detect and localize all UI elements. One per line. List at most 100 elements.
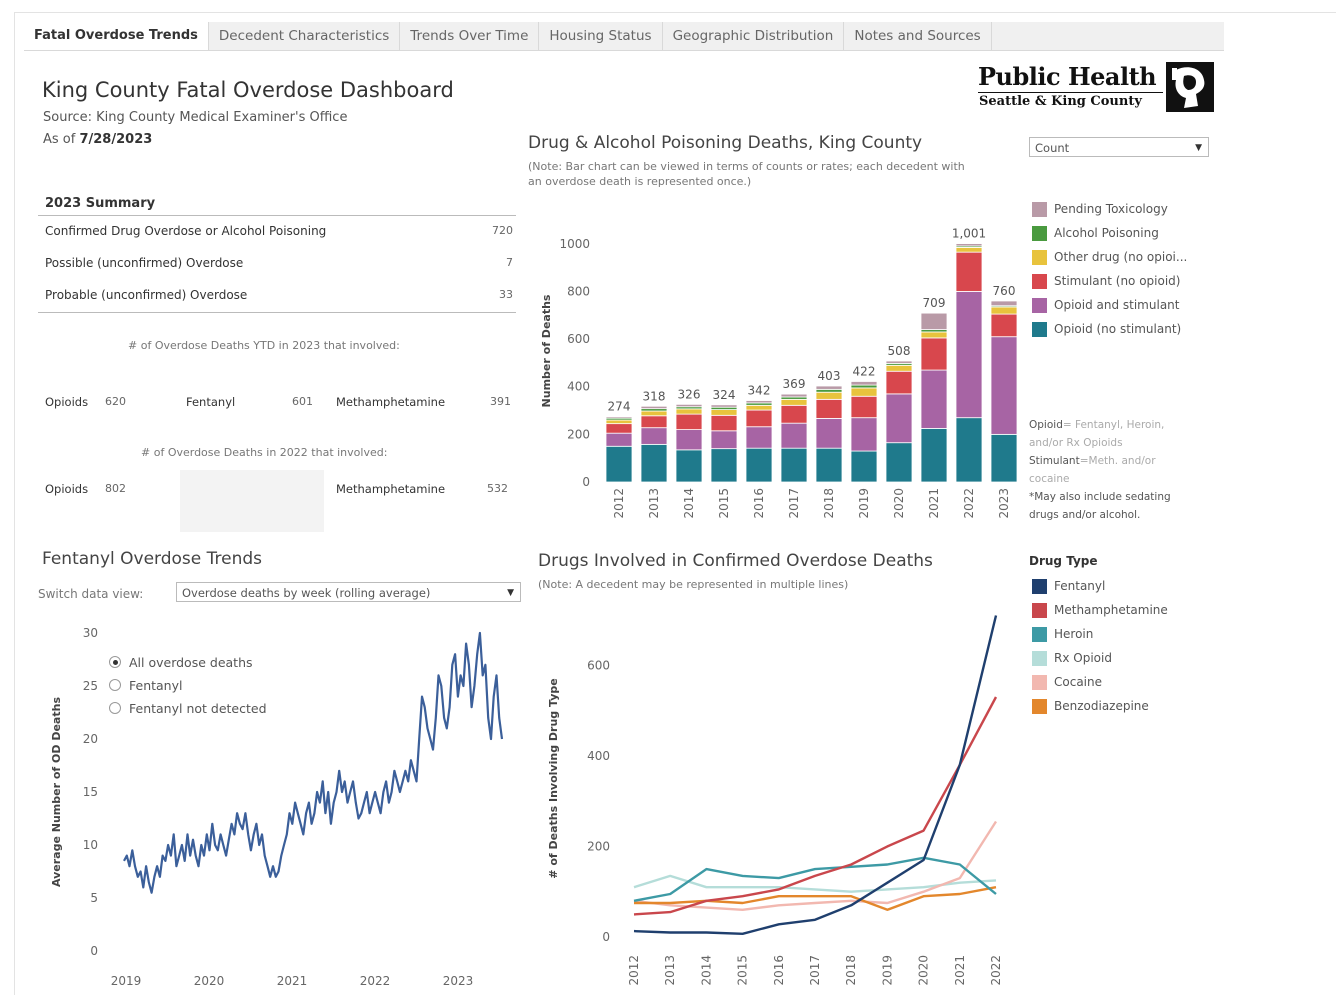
radio-dot <box>109 679 121 691</box>
drug-legend-item[interactable]: Rx Opioid <box>1032 650 1112 666</box>
summary-value: 720 <box>492 224 513 237</box>
x-tick-label: 2018 <box>844 955 858 986</box>
bar-total-label: 274 <box>608 400 631 414</box>
legend-label: Cocaine <box>1054 675 1102 689</box>
def-opioid: Opioid= Fentanyl, Heroin, <box>1029 416 1214 434</box>
page-title: King County Fatal Overdose Dashboard <box>42 78 454 102</box>
legend-swatch <box>1032 699 1047 714</box>
radio-all-overdose[interactable]: All overdose deaths <box>109 654 253 672</box>
drug-legend-item[interactable]: Methamphetamine <box>1032 602 1168 618</box>
bar-segment <box>990 300 1018 307</box>
def-may: *May also include sedating <box>1029 491 1171 503</box>
x-tick-label: 2012 <box>627 955 641 986</box>
x-tick-label: 2015 <box>736 955 750 986</box>
def-val: = Fentanyl, Heroin, <box>1062 419 1165 431</box>
x-tick-label: 2020 <box>917 955 931 986</box>
bar-segment <box>780 398 808 406</box>
bar-chart-title: Drug & Alcohol Poisoning Deaths, King Co… <box>528 133 923 153</box>
bar-segment <box>990 336 1018 435</box>
tab-geographic-distribution[interactable]: Geographic Distribution <box>663 22 845 50</box>
tab-notes-and-sources[interactable]: Notes and Sources <box>844 22 992 50</box>
x-tick-label: 2019 <box>857 488 871 519</box>
logo-sub: Seattle & King County <box>979 94 1142 109</box>
as-of-text: As of 7/28/2023 <box>43 132 152 147</box>
fentanyl-chart-title: Fentanyl Overdose Trends <box>42 549 263 569</box>
bar-segment <box>990 433 1018 483</box>
radio-dot <box>109 656 121 668</box>
y-tick-label: 10 <box>83 838 98 852</box>
ytd-fentanyl-value: 601 <box>292 395 313 408</box>
bar-segment <box>920 337 948 371</box>
def-key: Opioid <box>1029 419 1063 431</box>
def-may: drugs and/or alcohol. <box>1029 509 1141 521</box>
y-tick-label: 25 <box>83 679 98 693</box>
x-tick-label: 2023 <box>997 488 1011 519</box>
data-view-dropdown[interactable]: Overdose deaths by week (rolling average… <box>176 582 521 602</box>
y-tick-label: 400 <box>587 749 610 763</box>
bar-segment <box>850 381 878 386</box>
bar-segment <box>955 246 983 253</box>
tab-fatal-overdose-trends[interactable]: Fatal Overdose Trends <box>24 22 209 50</box>
radio-label: Fentanyl not detected <box>129 701 267 716</box>
x-tick-label: 2017 <box>787 488 801 519</box>
x-tick-label: 2019 <box>880 955 894 986</box>
logo-rule <box>978 92 1163 93</box>
radio-dot <box>109 702 121 714</box>
radio-fentanyl-not-detected[interactable]: Fentanyl not detected <box>109 700 267 718</box>
drug-legend-item[interactable]: Cocaine <box>1032 674 1102 690</box>
summary-heading: 2023 Summary <box>45 196 156 211</box>
bar-total-label: 324 <box>713 388 736 402</box>
bar-segment <box>745 409 773 428</box>
bar-segment <box>850 417 878 452</box>
x-tick-label: 2017 <box>808 955 822 986</box>
tab-decedent-characteristics[interactable]: Decedent Characteristics <box>209 22 401 50</box>
tab-housing-status[interactable]: Housing Status <box>539 22 663 50</box>
bar-legend-item[interactable]: Pending Toxicology <box>1032 201 1168 217</box>
public-health-logo[interactable]: Public Health Seattle & King County <box>976 62 1216 116</box>
bar-legend-item[interactable]: Opioid and stimulant <box>1032 297 1179 313</box>
bar-segment <box>955 243 983 247</box>
drug-legend-item[interactable]: Heroin <box>1032 626 1093 642</box>
def-key: Stimulant <box>1029 455 1080 467</box>
bar-segment <box>675 408 703 415</box>
y-tick-label: 200 <box>567 427 590 441</box>
chevron-down-icon: ▼ <box>507 588 514 598</box>
bar-legend-item[interactable]: Stimulant (no opioid) <box>1032 273 1180 289</box>
legend-swatch <box>1032 226 1047 241</box>
radio-fentanyl[interactable]: Fentanyl <box>109 677 182 695</box>
legend-swatch <box>1032 322 1047 337</box>
bar-legend-item[interactable]: Other drug (no opioi... <box>1032 249 1187 265</box>
bar-segment <box>640 415 668 429</box>
x-tick-label: 2021 <box>927 488 941 519</box>
bar-segment <box>815 447 843 483</box>
series-line <box>633 820 998 911</box>
summary-row-confirmed: Confirmed Drug Overdose or Alcohol Poiso… <box>45 224 513 238</box>
bar-legend-item[interactable]: Opioid (no stimulant) <box>1032 321 1181 337</box>
summary-label: Probable (unconfirmed) Overdose <box>45 288 248 302</box>
legend-swatch <box>1032 651 1047 666</box>
legend-swatch <box>1032 603 1047 618</box>
x-tick-label: 2020 <box>892 488 906 519</box>
legend-label: Heroin <box>1054 627 1094 641</box>
y-tick-label: 0 <box>602 930 610 944</box>
drug-legend-item[interactable]: Fentanyl <box>1032 578 1105 594</box>
bar-legend-item[interactable]: Alcohol Poisoning <box>1032 225 1159 241</box>
radio-label: Fentanyl <box>129 678 183 693</box>
y-tick-label: 600 <box>587 658 610 672</box>
summary-row-probable: Probable (unconfirmed) Overdose 33 <box>45 288 513 302</box>
legend-label: Other drug (no opioi... <box>1054 250 1188 264</box>
bar-segment <box>955 291 983 419</box>
dropdown-value: Count <box>1035 141 1070 155</box>
bar-segment <box>815 385 843 390</box>
bar-segment <box>640 427 668 445</box>
drug-legend-item[interactable]: Benzodiazepine <box>1032 698 1149 714</box>
summary-label: Possible (unconfirmed) Overdose <box>45 256 244 270</box>
bar-segment <box>815 388 843 393</box>
y-tick-label: 30 <box>83 626 98 640</box>
y2022-opioids-value: 802 <box>105 482 126 495</box>
series-line <box>633 874 997 893</box>
count-rate-dropdown[interactable]: Count ▼ <box>1029 137 1209 157</box>
tab-trends-over-time[interactable]: Trends Over Time <box>400 22 540 50</box>
bar-segment <box>850 387 878 397</box>
y-tick-label: 5 <box>90 891 98 905</box>
